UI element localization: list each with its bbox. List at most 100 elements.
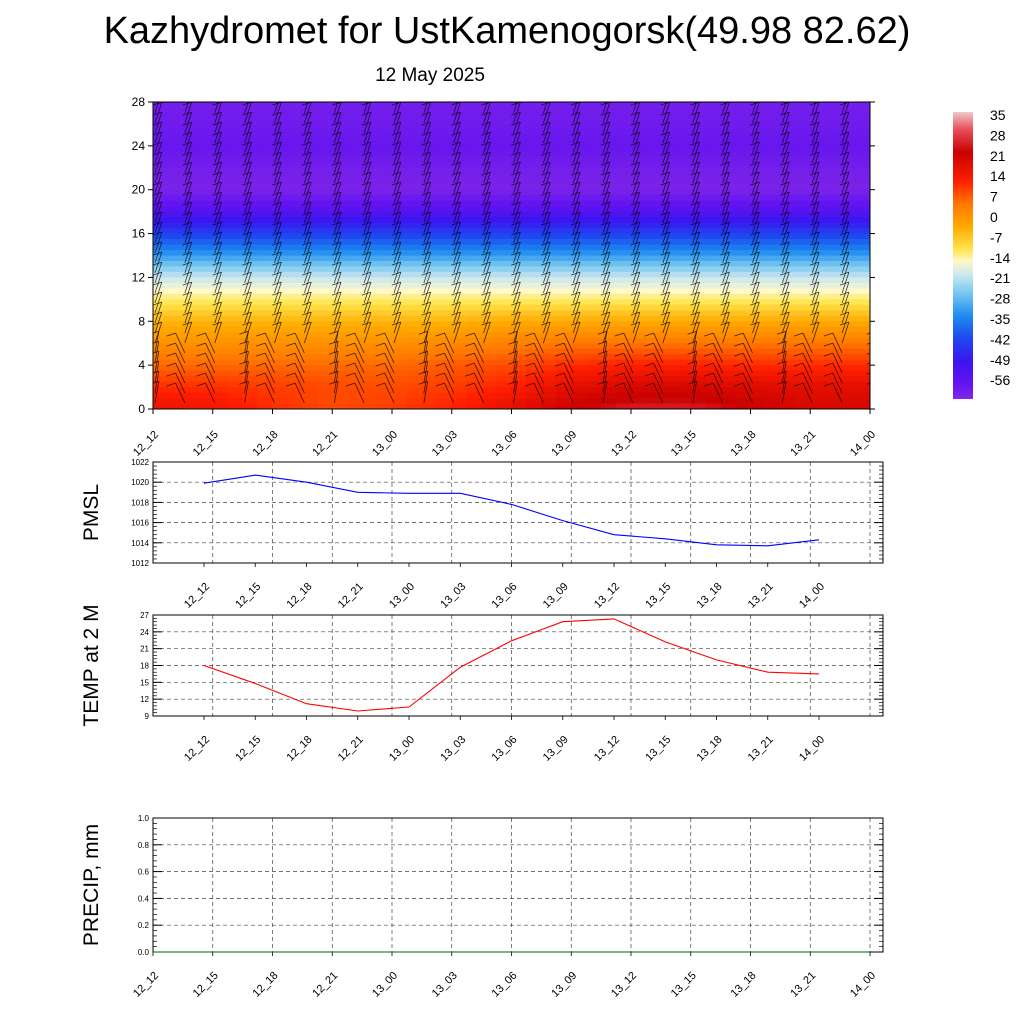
wind-barb [750,102,760,124]
heatmap-cell [735,184,752,191]
heatmap-cell [660,134,677,141]
heatmap-cell [272,277,289,284]
heatmap-cell [541,107,557,114]
heatmap-cell [227,112,244,120]
heatmap-cell [735,354,752,361]
heatmap-cell [153,217,169,224]
heatmap-cell [362,304,378,311]
wind-barb [630,281,641,304]
xtick-label: 14_00 [848,970,878,1000]
heatmap-cell [302,266,318,273]
wind-barb [465,332,484,354]
heatmap-cell [526,387,542,394]
heatmap-cell [362,359,378,366]
wind-barb [331,271,342,294]
heatmap-cell [735,282,752,289]
wind-barb [285,372,305,394]
heatmap-cell [810,123,826,131]
heatmap-cell [362,195,378,202]
heatmap-cell [825,403,841,409]
heatmap-cell [720,228,737,235]
xtick-label: 13_21 [746,581,776,611]
heatmap-cell [197,129,214,136]
wind-barb [361,251,372,274]
heatmap-cell [406,288,423,295]
heatmap-cell [362,118,378,125]
heatmap-cell [795,392,811,399]
heatmap-cell [317,200,333,207]
heatmap-cell [855,403,870,409]
heatmap-cell [705,233,722,240]
heatmap-cell [690,233,707,240]
wind-barb [600,121,611,144]
heatmap-cell [302,332,318,339]
heatmap-cell [840,200,856,207]
heatmap-cell [855,255,870,262]
wind-barb [361,171,372,194]
heatmap-cell [571,337,587,344]
heatmap-cell [810,134,826,141]
heatmap-cell [377,102,393,109]
heatmap-cell [257,184,274,191]
wind-barb [483,102,488,114]
heatmap-cell [556,359,572,366]
heatmap-cell [317,370,333,377]
heatmap-cell [257,365,274,372]
wind-barb [345,372,365,394]
heatmap-cell [167,123,184,131]
heatmap-cell [780,381,796,388]
heatmap-cell [451,310,468,317]
heatmap-cell [227,304,244,311]
wind-barb [720,281,730,304]
wind-barb [451,121,461,144]
wind-barb [866,352,870,355]
wind-barb [256,362,275,384]
wind-barb [690,111,700,134]
heatmap-cell [810,178,826,185]
heatmap-cell [496,387,513,394]
heatmap-cell [690,370,707,377]
heatmap-cell [541,337,557,344]
heatmap-cell [645,398,662,405]
heatmap-cell [227,206,244,213]
heatmap-cell [556,228,572,235]
heatmap-cell [645,381,662,388]
heatmap-cell [332,304,348,311]
wind-barb [600,161,611,184]
heatmap-cell [541,145,557,152]
heatmap-cell [660,107,677,114]
heatmap-cell [705,167,722,174]
wind-barb [481,271,491,294]
heatmap-cell [287,184,303,191]
heatmap-cell [675,250,692,257]
heatmap-cell [481,376,498,383]
heatmap-cell [765,211,781,218]
heatmap-xtick-label: 13_18 [729,429,759,459]
heatmap-cell [272,343,289,350]
heatmap-cell [362,293,378,300]
wind-barb [869,164,870,166]
heatmap-cell [735,200,752,207]
heatmap-cell [302,304,318,311]
heatmap-cell [496,129,513,136]
wind-barb [690,161,700,184]
heatmap-cell [556,343,572,350]
heatmap-cell [690,134,707,141]
heatmap-cell [780,304,796,311]
heatmap-cell [780,387,796,394]
heatmap-cell [317,376,333,383]
wind-barb [632,102,637,114]
heatmap-cell [272,233,289,240]
heatmap-cell [735,315,752,322]
heatmap-cell [421,118,438,125]
heatmap-cell [795,387,811,394]
heatmap-cell [481,200,498,207]
heatmap-cell [735,178,752,185]
heatmap-cell [556,293,572,300]
heatmap-cell [481,277,498,284]
wind-barb [331,201,342,224]
heatmap-cell [750,376,767,383]
heatmap-cell [675,102,692,109]
wind-barb [153,141,163,164]
heatmap-cell [556,398,572,405]
